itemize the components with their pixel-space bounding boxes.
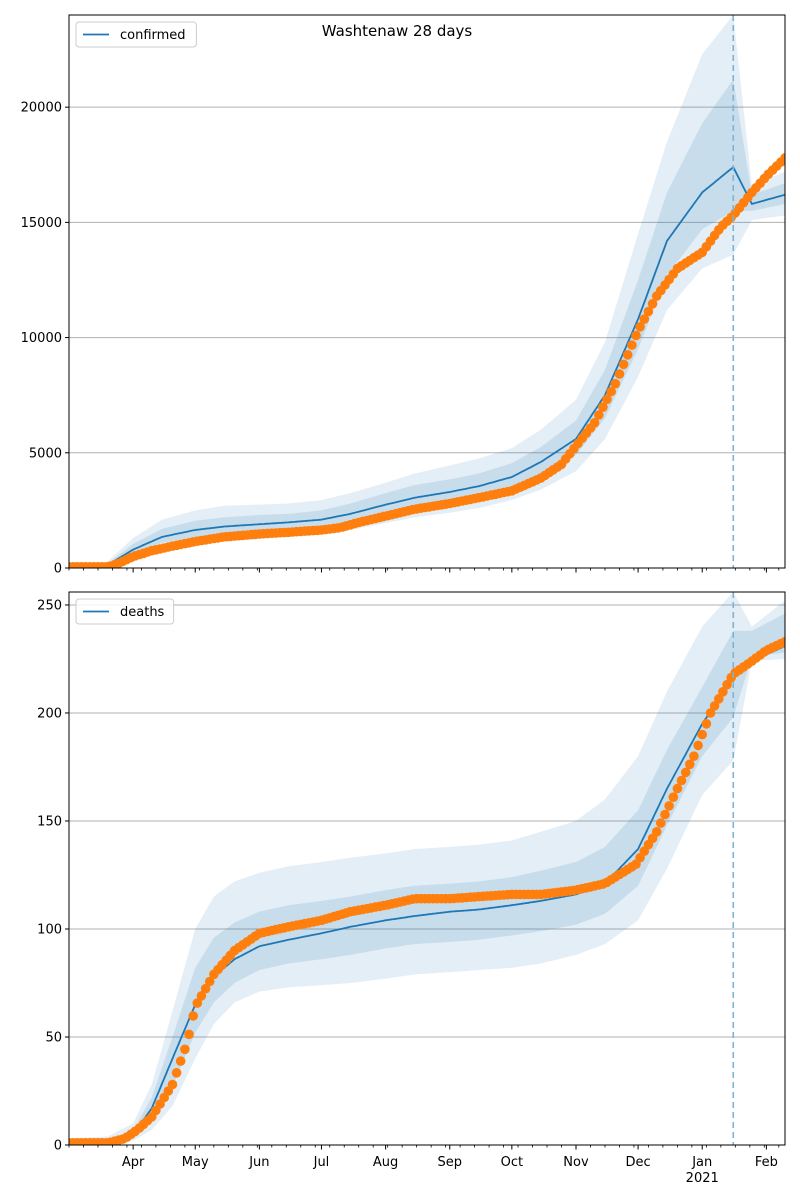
y-tick-label: 150 (37, 814, 62, 829)
observed-point (709, 701, 720, 711)
x-tick-label: Jun (248, 1155, 269, 1170)
x-tick-label: Jan (691, 1155, 712, 1170)
observed-point (689, 751, 699, 761)
x-tick-label: Aug (373, 1155, 398, 1170)
observed-point (656, 818, 666, 828)
observed-point (614, 369, 625, 379)
observed-point (722, 679, 732, 690)
observed-point (167, 1079, 178, 1090)
observed-point (647, 299, 658, 309)
observed-point (598, 402, 608, 413)
observed-point (188, 1011, 198, 1021)
observed-point (714, 694, 724, 704)
y-tick-label: 100 (37, 922, 62, 937)
observed-point (680, 767, 691, 778)
x-tick-label: Feb (755, 1155, 778, 1170)
observed-point (643, 306, 654, 317)
observed-point (594, 410, 604, 420)
observed-point (606, 386, 616, 397)
observed-point (631, 330, 641, 341)
axes-frame (68, 14, 786, 569)
observed-point (618, 359, 629, 370)
observed-point (780, 153, 785, 163)
x-tick-label: Nov (563, 1155, 589, 1170)
legend-box (75, 21, 197, 48)
observed-point (668, 792, 679, 802)
y-tick-label: 250 (37, 598, 62, 613)
plot-area (69, 15, 785, 568)
observed-point (204, 976, 215, 987)
x-tick-label: Oct (501, 1155, 523, 1170)
observed-point (693, 740, 703, 751)
observed-point (622, 350, 633, 360)
legend-label: confirmed (120, 28, 186, 43)
observed-point (184, 1029, 194, 1040)
observed-point (602, 394, 612, 405)
x-tick-year-label: 2021 (686, 1171, 719, 1186)
observed-point (705, 708, 716, 718)
observed-point (718, 687, 728, 697)
y-tick-label: 0 (54, 1139, 62, 1154)
observed-point (196, 991, 207, 1001)
x-tick-label: Dec (625, 1155, 650, 1170)
x-tick-label: Jul (313, 1155, 330, 1170)
observed-point (672, 783, 683, 794)
axes-frame (68, 591, 786, 1146)
observed-point (175, 1056, 186, 1066)
outer-interval-band (69, 592, 785, 1145)
observed-point (610, 378, 621, 389)
model-line (69, 645, 785, 1145)
outer-interval-band (69, 15, 785, 568)
legend-box (75, 598, 175, 625)
y-tick-label: 20000 (21, 101, 62, 116)
y-tick-label: 15000 (21, 216, 62, 231)
legend: confirmed (75, 21, 197, 48)
observed-point (697, 729, 707, 740)
y-tick-label: 5000 (29, 446, 62, 461)
observed-point (639, 314, 650, 324)
figure-title: Washtenaw 28 days (322, 22, 473, 40)
x-tick-label: Sep (438, 1155, 463, 1170)
x-tick-label: May (182, 1155, 209, 1170)
observed-point (635, 322, 645, 332)
observed-point (200, 983, 211, 994)
observed-point (676, 775, 687, 786)
legend: deaths (75, 598, 175, 625)
observed-point (192, 998, 203, 1008)
observed-point (589, 418, 600, 428)
model-line (69, 165, 785, 568)
y-tick-label: 0 (54, 562, 62, 577)
observed-point (171, 1068, 182, 1078)
observed-point (664, 801, 674, 811)
plot-area (69, 592, 785, 1145)
observed-point (180, 1044, 190, 1055)
deaths-panel: 0 50 100 150 200 250 Apr May Jun Jul Aug Sep Oct Nov D… (37, 591, 786, 1186)
observed-point (651, 827, 662, 837)
observed-point (685, 759, 695, 770)
observed-series (69, 636, 785, 1145)
y-tick-label: 10000 (21, 331, 62, 346)
observed-point (701, 719, 712, 729)
y-tick-label: 200 (37, 706, 62, 721)
x-tick-label: Apr (122, 1155, 145, 1170)
legend-label: deaths (120, 605, 165, 620)
confirmed-panel: 0 5000 10000 15000 20000 confirmed (21, 14, 786, 577)
observed-point (780, 636, 785, 647)
y-tick-label: 50 (45, 1030, 62, 1045)
observed-point (660, 809, 670, 820)
observed-point (627, 340, 637, 350)
